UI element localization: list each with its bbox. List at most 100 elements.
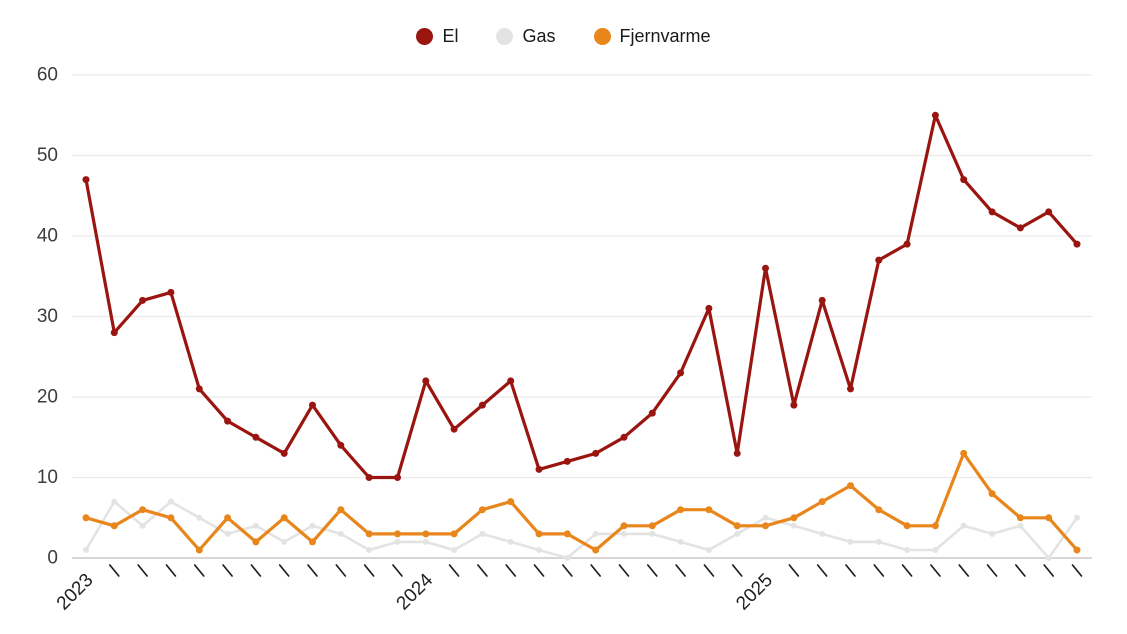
- series-point-gas: [451, 547, 458, 553]
- x-month-tick: [1043, 564, 1055, 577]
- series-point-el: [535, 465, 543, 473]
- series-point-el: [705, 304, 713, 312]
- legend-label-fjernvarme: Fjernvarme: [619, 26, 711, 46]
- y-tick-label: 30: [37, 306, 58, 327]
- x-month-tick: [477, 564, 488, 577]
- series-point-gas: [564, 555, 571, 561]
- series-point-fjernvarme: [422, 530, 430, 538]
- series-point-gas: [734, 530, 741, 537]
- legend-item-fjernvarme[interactable]: Fjernvarme: [593, 26, 711, 46]
- series-point-fjernvarme: [82, 514, 90, 522]
- x-month-tick: [618, 564, 630, 577]
- series-point-gas: [196, 514, 203, 521]
- x-month-tick: [250, 564, 262, 577]
- series-line-fjernvarme: [84, 451, 1079, 552]
- series-line-el: [84, 113, 1079, 480]
- series-point-gas: [139, 522, 146, 529]
- x-month-tick: [1071, 564, 1083, 577]
- x-month-tick: [986, 564, 998, 577]
- x-month-tick: [392, 564, 403, 577]
- series-point-gas: [337, 530, 344, 537]
- x-month-tick: [646, 564, 658, 577]
- series-point-el: [252, 433, 260, 441]
- series-point-gas: [621, 530, 627, 537]
- x-month-tick: [561, 564, 573, 577]
- series-point-fjernvarme: [1073, 546, 1081, 554]
- series-point-fjernvarme: [705, 506, 713, 514]
- series-point-gas: [875, 538, 882, 545]
- x-month-tick: [108, 564, 120, 577]
- series-point-gas: [1017, 522, 1024, 529]
- series-point-gas: [252, 522, 259, 529]
- series-point-el: [960, 176, 968, 184]
- x-month-tick: [816, 564, 828, 577]
- series-point-gas: [281, 538, 288, 545]
- series-point-fjernvarme: [762, 522, 769, 530]
- x-month-tick: [731, 564, 743, 577]
- series-point-gas: [422, 538, 429, 545]
- x-month-tick: [165, 564, 177, 577]
- series-point-gas: [1074, 514, 1080, 521]
- series-point-fjernvarme: [478, 506, 486, 514]
- series-point-el: [988, 208, 996, 216]
- series-point-gas: [479, 530, 486, 537]
- x-month-tick: [222, 564, 233, 577]
- series-point-el: [422, 377, 430, 385]
- series-point-el: [563, 457, 571, 465]
- y-tick-label: 0: [47, 548, 58, 569]
- x-month-tick: [590, 564, 602, 577]
- series-point-el: [195, 385, 203, 393]
- series-point-fjernvarme: [252, 538, 260, 546]
- series-point-gas: [309, 522, 316, 529]
- series-point-fjernvarme: [309, 538, 316, 546]
- series-point-el: [507, 377, 515, 385]
- series-point-gas: [989, 530, 996, 537]
- series-point-el: [139, 296, 147, 304]
- series-point-fjernvarme: [507, 498, 515, 506]
- y-tick-label: 40: [37, 226, 58, 247]
- series-point-el: [790, 401, 798, 409]
- series-point-fjernvarme: [818, 498, 826, 506]
- series-point-gas: [507, 538, 514, 545]
- x-month-tick: [703, 564, 715, 577]
- series-point-gas: [1045, 555, 1052, 561]
- series-point-el: [648, 409, 656, 417]
- series-point-gas: [592, 530, 599, 537]
- series-point-el: [365, 474, 373, 481]
- series-point-el: [394, 474, 401, 481]
- series-point-fjernvarme: [280, 514, 288, 522]
- series-point-gas: [366, 547, 373, 553]
- x-month-tick: [505, 564, 517, 577]
- x-month-tick: [1015, 564, 1026, 577]
- series-point-fjernvarme: [535, 530, 543, 538]
- series-point-el: [1045, 208, 1053, 216]
- series-point-el: [875, 256, 883, 264]
- series-point-fjernvarme: [1016, 514, 1024, 522]
- chart-legend: El Gas Fjernvarme: [0, 27, 1127, 45]
- series-point-gas: [904, 547, 911, 553]
- legend-item-el[interactable]: El: [416, 27, 458, 45]
- series-point-gas: [762, 514, 769, 521]
- legend-item-gas[interactable]: Gas: [496, 27, 556, 45]
- series-point-gas: [790, 522, 797, 529]
- series-point-el: [677, 369, 685, 377]
- x-month-tick: [448, 564, 460, 577]
- series-point-fjernvarme: [195, 546, 203, 554]
- series-point-fjernvarme: [337, 506, 345, 514]
- series-point-fjernvarme: [931, 522, 939, 530]
- series-point-fjernvarme: [167, 514, 175, 522]
- series-point-el: [309, 401, 316, 409]
- series-point-fjernvarme: [110, 522, 118, 530]
- x-year-label: 2025: [732, 570, 777, 615]
- x-month-tick: [137, 564, 148, 577]
- series-point-el: [818, 296, 826, 304]
- legend-swatch-fjernvarme: [593, 27, 611, 45]
- y-tick-label: 60: [37, 65, 58, 86]
- series-point-el: [592, 449, 600, 457]
- series-point-gas: [83, 547, 89, 553]
- legend-swatch-el: [416, 27, 434, 45]
- series-point-fjernvarme: [733, 522, 741, 530]
- x-month-tick: [335, 564, 347, 577]
- series-point-gas: [536, 547, 542, 553]
- series-point-fjernvarme: [847, 482, 854, 490]
